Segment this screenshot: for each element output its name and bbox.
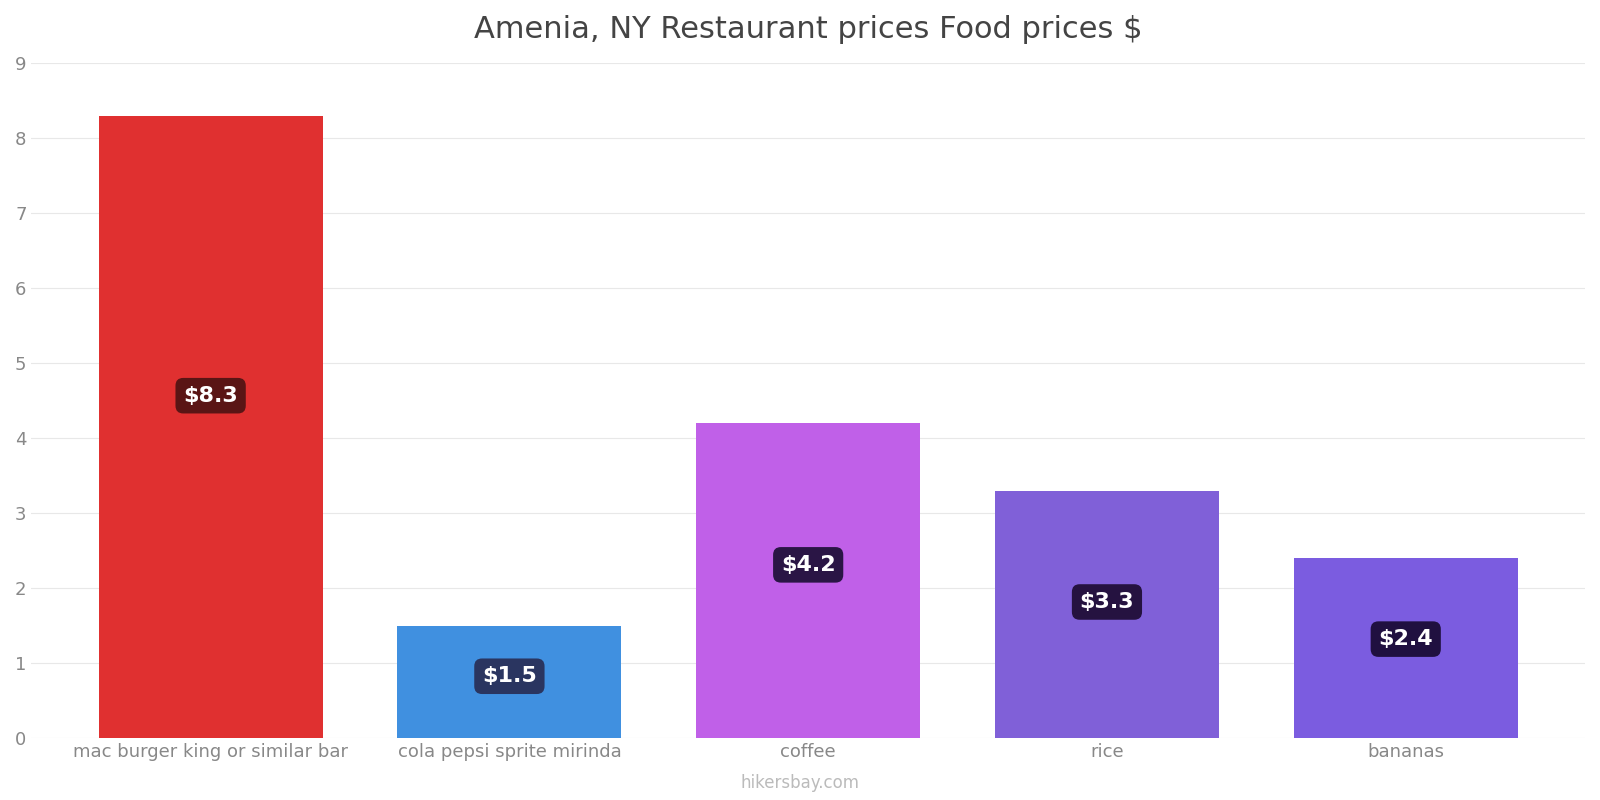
Text: $2.4: $2.4 bbox=[1379, 629, 1434, 649]
Bar bbox=[99, 115, 323, 738]
Title: Amenia, NY Restaurant prices Food prices $: Amenia, NY Restaurant prices Food prices… bbox=[474, 15, 1142, 44]
Bar bbox=[1294, 558, 1518, 738]
Bar bbox=[696, 423, 920, 738]
Text: hikersbay.com: hikersbay.com bbox=[741, 774, 859, 792]
Text: $1.5: $1.5 bbox=[482, 666, 536, 686]
Bar bbox=[995, 490, 1219, 738]
Bar bbox=[397, 626, 621, 738]
Text: $4.2: $4.2 bbox=[781, 555, 835, 575]
Text: $8.3: $8.3 bbox=[184, 386, 238, 406]
Text: $3.3: $3.3 bbox=[1080, 592, 1134, 612]
